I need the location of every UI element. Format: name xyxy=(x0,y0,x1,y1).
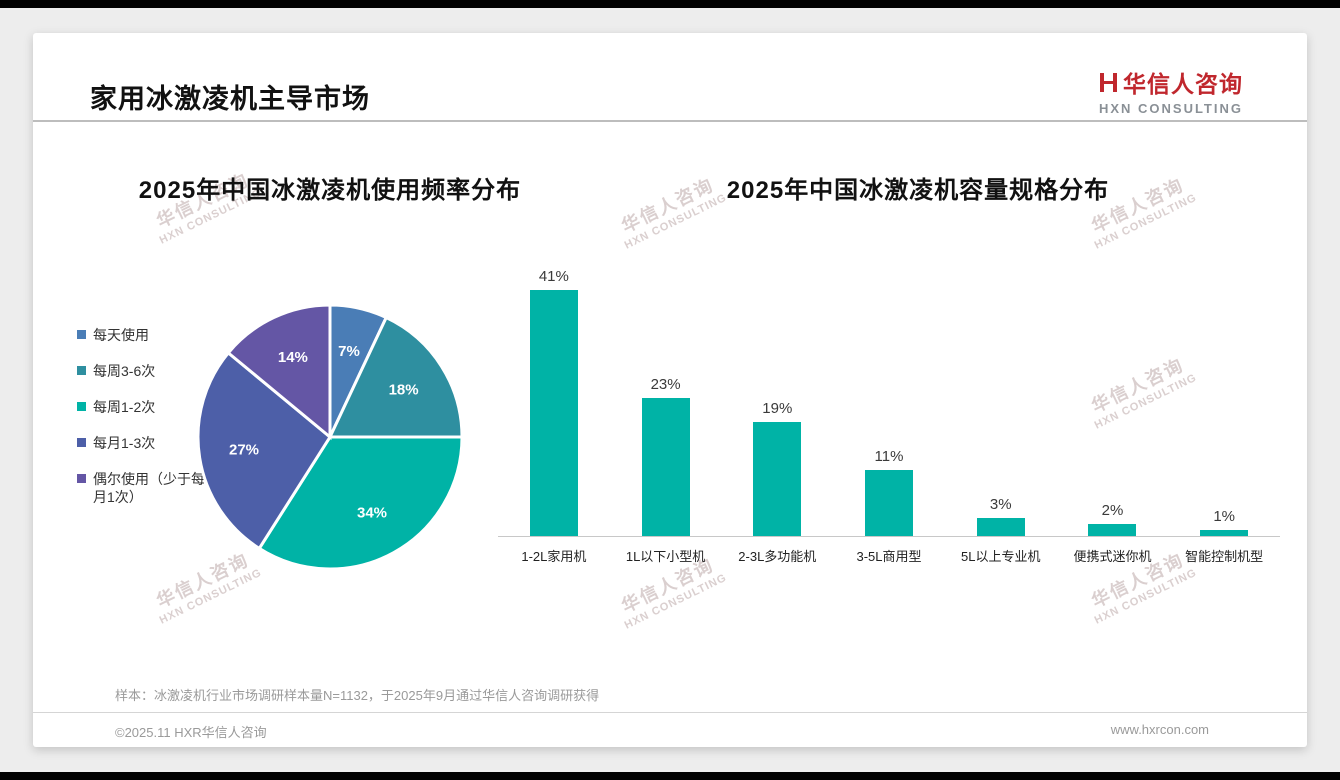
bar-category-label: 5L以上专业机 xyxy=(961,549,1041,564)
bar-column: 23% xyxy=(610,376,722,536)
bar-column: 3% xyxy=(945,496,1057,536)
bar-rect xyxy=(753,422,802,536)
pie-slice-label: 34% xyxy=(357,504,387,521)
legend-item: 每周3-6次 xyxy=(77,362,207,381)
legend-item: 每月1-3次 xyxy=(77,434,207,453)
bar-value-label: 19% xyxy=(762,400,793,417)
bar-plot-area: 41% 23% 19% 11% 3% 2% 1% xyxy=(498,239,1280,537)
pie-chart: 7% 18% 34% 27% 14% xyxy=(196,303,464,571)
legend-item: 每天使用 xyxy=(77,326,207,345)
bar-column: 11% xyxy=(833,448,945,536)
header: 家用冰激凌机主导市场 华信人咨询 HXN CONSULTING xyxy=(33,33,1307,122)
legend-item: 偶尔使用（少于每月1次） xyxy=(77,470,207,508)
pie-slice xyxy=(226,303,332,441)
bar-rect xyxy=(865,470,914,536)
legend-label: 每天使用 xyxy=(93,327,149,343)
pie-slice xyxy=(327,315,464,439)
bar-category-axis: 1-2L家用机 1L以下小型机 2-3L多功能机 3-5L商用型 5L以上专业机 便携式迷… xyxy=(498,537,1280,565)
sample-note: 样本：冰激凌机行业市场调研样本量N=1132，于2025年9月通过华信人咨询调研… xyxy=(115,688,600,703)
company-logo: 华信人咨询 HXN CONSULTING xyxy=(1099,65,1243,116)
legend-label: 偶尔使用（少于每月1次） xyxy=(93,470,205,506)
bar-column: 1% xyxy=(1168,508,1280,536)
pie-slice-label: 14% xyxy=(278,349,308,366)
bar-value-label: 2% xyxy=(1101,502,1124,519)
bar-chart-title: 2025年中国冰激凌机容量规格分布 xyxy=(726,177,1110,204)
bar-value-label: 1% xyxy=(1213,508,1236,525)
bar-category-label: 1-2L家用机 xyxy=(521,549,587,564)
legend-swatch xyxy=(77,401,86,411)
legend-label: 每月1-3次 xyxy=(93,434,156,451)
legend-swatch xyxy=(77,330,86,339)
website-text: www.hxrcon.com xyxy=(1110,722,1209,737)
bottom-edge-bar xyxy=(0,772,1340,780)
pie-slice xyxy=(196,350,332,551)
legend-swatch xyxy=(77,473,86,483)
page-title: 家用冰激凌机主导市场 xyxy=(90,84,370,114)
legend-swatch xyxy=(77,365,86,375)
bar-rect xyxy=(529,290,578,536)
pie-slice-label: 7% xyxy=(338,343,360,360)
bar-category-label: 便携式迷你机 xyxy=(1073,549,1152,564)
logo-h-icon xyxy=(1100,72,1117,92)
bar-category-label: 智能控制机型 xyxy=(1185,549,1264,564)
slide-card: 华信人咨询 HXN CONSULTING 华信人咨询 HXN CONSULTIN… xyxy=(33,33,1307,747)
pie-legend: 每天使用每周3-6次 每周1-2次 每月1-3次偶尔使用（少于每月1次） xyxy=(77,326,207,507)
bar-rect xyxy=(976,518,1025,536)
bar-category-label: 1L以下小型机 xyxy=(625,549,706,564)
footer-bar: ©2025.11 HXR华信人咨询 www.hxrcon.com xyxy=(33,712,1307,747)
top-edge-bar xyxy=(0,0,1340,8)
bar-chart: 41% 23% 19% 11% 3% 2% 1% 1-2L家用机 1L以下小型机 2-3L多功能… xyxy=(498,239,1280,565)
bar-value-label: 11% xyxy=(874,448,904,465)
legend-item: 每周1-2次 xyxy=(77,398,207,417)
bar-value-label: 41% xyxy=(538,268,569,285)
bar-column: 19% xyxy=(721,400,833,536)
pie-chart-title: 2025年中国冰激凌机使用频率分布 xyxy=(138,177,522,204)
logo-name-en: HXN CONSULTING xyxy=(1098,101,1243,116)
bar-rect xyxy=(641,398,690,536)
bar-rect xyxy=(1088,524,1137,536)
logo-name-zh: 华信人咨询 xyxy=(1123,71,1243,97)
copyright-text: ©2025.11 HXR华信人咨询 xyxy=(115,725,267,740)
bar-column: 41% xyxy=(498,268,610,536)
legend-label: 每周1-2次 xyxy=(93,398,156,415)
legend-label: 每周3-6次 xyxy=(93,362,156,379)
bar-column: 2% xyxy=(1057,502,1169,536)
bar-value-label: 23% xyxy=(650,376,681,393)
pie-slice-label: 27% xyxy=(229,442,259,459)
bar-category-label: 2-3L多功能机 xyxy=(738,549,817,564)
legend-swatch xyxy=(77,437,86,447)
bar-rect xyxy=(1200,530,1249,536)
bar-value-label: 3% xyxy=(989,496,1012,513)
bar-category-label: 3-5L商用型 xyxy=(856,549,922,564)
pie-slice-label: 18% xyxy=(389,381,419,398)
